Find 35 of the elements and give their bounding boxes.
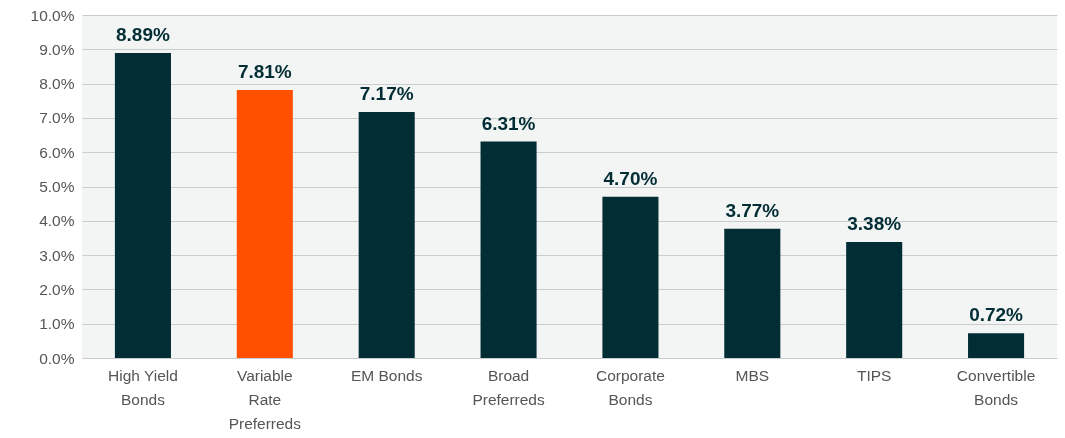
- bar: [114, 53, 171, 358]
- y-tick-label: 8.0%: [39, 75, 75, 93]
- data-label: 7.17%: [359, 83, 414, 105]
- y-tick-label: 1.0%: [39, 315, 75, 333]
- x-tick-label: Convertible Bonds: [956, 366, 1036, 408]
- y-tick-label: 5.0%: [39, 178, 75, 195]
- bar: [358, 112, 415, 358]
- y-tick-label: 4.0%: [39, 212, 75, 230]
- y-tick-label: 0.0%: [39, 349, 75, 367]
- bar: [480, 141, 537, 358]
- bar: [236, 90, 293, 358]
- data-label: 3.77%: [725, 199, 780, 221]
- y-tick-label: 2.0%: [39, 280, 75, 298]
- y-tick-label: 9.0%: [39, 40, 75, 58]
- bar: [602, 196, 659, 358]
- x-tick-label: Variable Rate Preferreds: [228, 366, 302, 432]
- x-tick-label: EM Bonds: [350, 366, 423, 384]
- bar: [968, 333, 1025, 358]
- x-tick-label: High Yield Bonds: [108, 366, 178, 408]
- x-tick-label: MBS: [735, 366, 770, 384]
- data-label: 0.72%: [969, 304, 1024, 326]
- x-tick-label: TIPS: [856, 366, 892, 384]
- y-tick-label: 7.0%: [39, 109, 75, 127]
- x-tick-label: Corporate Bonds: [595, 366, 665, 408]
- data-label: 8.89%: [116, 24, 170, 46]
- y-tick-label: 3.0%: [39, 246, 75, 264]
- data-label: 4.70%: [603, 167, 658, 189]
- y-tick-label: 6.0%: [39, 143, 75, 161]
- bar: [724, 228, 781, 358]
- bar: [846, 242, 903, 358]
- data-label: 7.81%: [237, 61, 292, 83]
- x-tick-label: Broad Preferreds: [472, 366, 545, 408]
- data-label: 6.31%: [481, 112, 536, 134]
- data-label: 3.38%: [847, 213, 902, 235]
- y-tick-label: 10.0%: [30, 6, 75, 24]
